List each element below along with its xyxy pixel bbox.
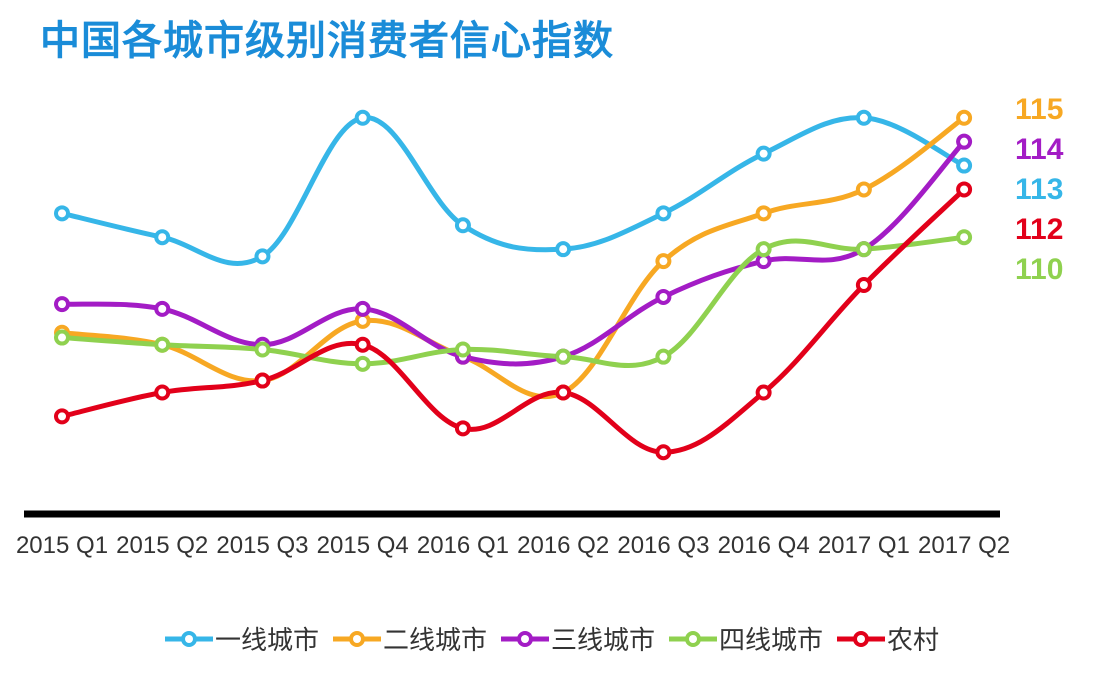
x-tick-label: 2017 Q2 xyxy=(918,532,1010,560)
series-line-tier4 xyxy=(62,237,964,365)
end-value-tier4: 110 xyxy=(1015,253,1063,287)
legend-item-rural: 农村 xyxy=(837,620,939,657)
chart-legend: 一线城市 二线城市 三线城市 四线城市 农村 xyxy=(0,620,1104,657)
legend-item-tier4: 四线城市 xyxy=(669,620,823,657)
end-value-tier3: 114 xyxy=(1015,133,1063,167)
end-value-tier2: 115 xyxy=(1015,93,1063,127)
legend-label: 一线城市 xyxy=(215,620,319,657)
x-tick-label: 2015 Q2 xyxy=(116,532,208,560)
legend-swatch-rural xyxy=(837,627,885,651)
legend-swatch-tier3 xyxy=(501,627,549,651)
x-tick-label: 2016 Q4 xyxy=(718,532,810,560)
x-tick-label: 2017 Q1 xyxy=(818,532,910,560)
x-tick-label: 2015 Q4 xyxy=(317,532,409,560)
line-chart xyxy=(0,0,1104,684)
x-tick-label: 2016 Q1 xyxy=(417,532,509,560)
legend-swatch-tier4 xyxy=(669,627,717,651)
legend-swatch-tier2 xyxy=(333,627,381,651)
legend-item-tier1: 一线城市 xyxy=(165,620,319,657)
x-tick-label: 2016 Q3 xyxy=(617,532,709,560)
legend-item-tier3: 三线城市 xyxy=(501,620,655,657)
x-tick-label: 2015 Q3 xyxy=(216,532,308,560)
legend-label: 农村 xyxy=(887,620,939,657)
legend-item-tier2: 二线城市 xyxy=(333,620,487,657)
series-line-tier2 xyxy=(62,118,964,397)
legend-swatch-tier1 xyxy=(165,627,213,651)
legend-label: 三线城市 xyxy=(551,620,655,657)
x-tick-label: 2015 Q1 xyxy=(16,532,108,560)
legend-label: 四线城市 xyxy=(719,620,823,657)
end-value-tier1: 113 xyxy=(1015,173,1063,207)
x-tick-label: 2016 Q2 xyxy=(517,532,609,560)
legend-label: 二线城市 xyxy=(383,620,487,657)
end-value-rural: 112 xyxy=(1015,213,1063,247)
series-line-tier1 xyxy=(62,118,964,264)
